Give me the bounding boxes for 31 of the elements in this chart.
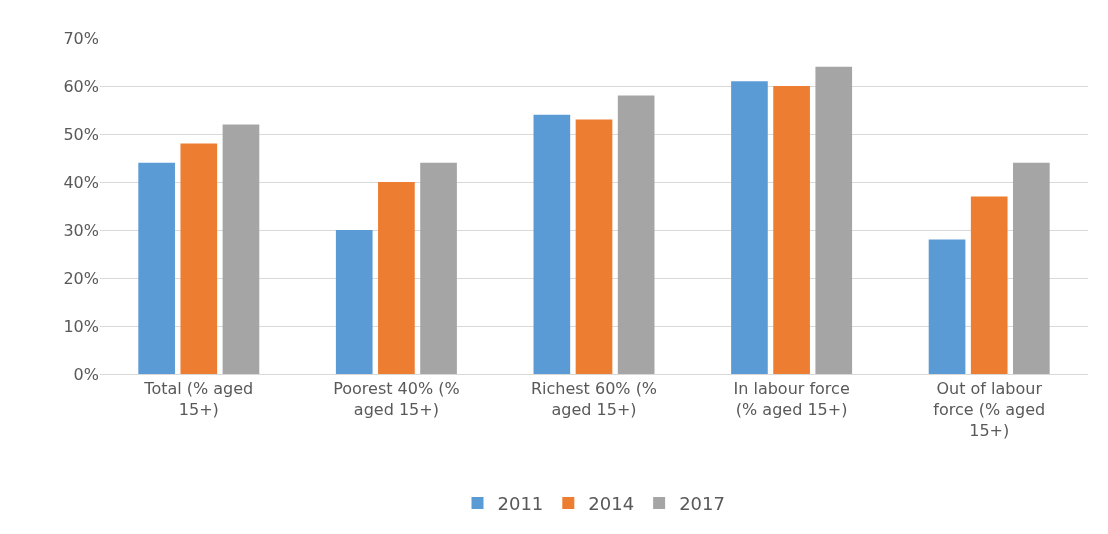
legend-label: 2014 bbox=[588, 493, 635, 515]
bar bbox=[617, 95, 655, 374]
bar bbox=[928, 239, 966, 374]
legend-label: 2011 bbox=[497, 493, 544, 515]
y-tick-label: 0% bbox=[73, 364, 99, 384]
x-tick-label: In labour force (% aged 15+) bbox=[733, 379, 850, 419]
bar bbox=[420, 162, 457, 374]
y-tick-label: 50% bbox=[63, 124, 99, 144]
bar bbox=[335, 230, 373, 374]
bar bbox=[773, 86, 810, 374]
y-tick-label: 30% bbox=[63, 220, 99, 240]
x-tick-label: Total (% aged 15+) bbox=[143, 379, 254, 419]
y-tick-label: 40% bbox=[63, 172, 99, 192]
bar bbox=[533, 114, 571, 374]
x-tick-label: Poorest 40% (% aged 15+) bbox=[333, 379, 460, 419]
bar bbox=[180, 143, 218, 374]
bar bbox=[815, 66, 853, 374]
y-tick-label: 70% bbox=[63, 28, 99, 48]
bar bbox=[138, 162, 175, 374]
y-tick-label: 10% bbox=[63, 316, 99, 336]
y-tick-label: 20% bbox=[63, 268, 99, 288]
y-tick-label: 60% bbox=[63, 76, 99, 96]
bar bbox=[222, 124, 260, 374]
bar bbox=[731, 81, 768, 374]
legend-label: 2017 bbox=[679, 493, 725, 515]
bar bbox=[970, 196, 1008, 374]
bar bbox=[1013, 162, 1050, 374]
bar bbox=[575, 119, 613, 374]
x-tick-label: Out of labour force (% aged 15+) bbox=[933, 379, 1046, 440]
x-tick-label: Richest 60% (% aged 15+) bbox=[530, 379, 658, 419]
bar bbox=[378, 182, 415, 374]
